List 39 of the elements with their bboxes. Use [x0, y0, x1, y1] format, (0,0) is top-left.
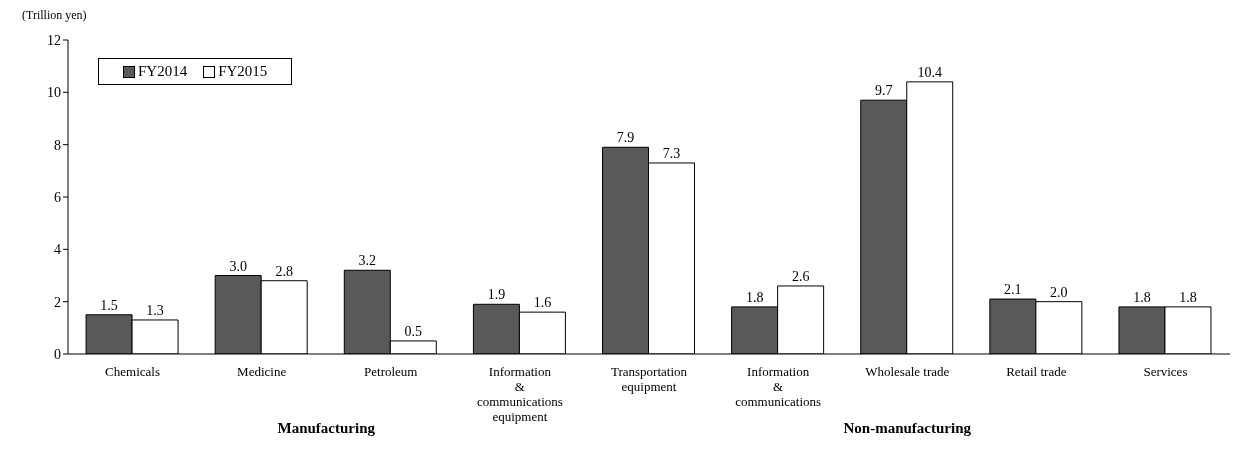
data-label: 1.5 [100, 297, 118, 313]
x-tick-label: Petroleum [364, 364, 418, 379]
data-label: 2.8 [275, 263, 293, 279]
y-tick-label: 6 [54, 189, 61, 205]
data-label: 3.2 [358, 253, 377, 269]
text: Non-manufacturing [843, 420, 971, 437]
data-label: 1.8 [1133, 289, 1151, 305]
x-tick-label: Chemicals [105, 364, 160, 379]
x-tick-label: Information & communications equipment [476, 364, 563, 424]
data-label: 1.6 [533, 295, 552, 311]
data-label: 7.3 [662, 145, 681, 161]
y-tick-label: 12 [47, 32, 61, 48]
x-tick-label: Services [1143, 364, 1188, 379]
legend-label: FY2015 [217, 63, 268, 80]
y-tick-label: 8 [54, 137, 61, 153]
y-tick-label: 4 [54, 242, 61, 258]
x-tick-label: Retail trade [1006, 364, 1067, 379]
x-tick-label: Transportation equipment [610, 364, 688, 394]
x-tick-label: Information & communications [735, 364, 822, 409]
x-tick-label: Wholesale trade [865, 364, 950, 379]
data-label: 1.8 [1179, 289, 1197, 305]
y-tick-label: 0 [54, 346, 61, 362]
data-label: 2.6 [791, 268, 810, 284]
x-tick-label: Medicine [237, 364, 287, 379]
y-tick-label: 2 [54, 294, 61, 310]
data-label: 1.3 [146, 302, 164, 318]
data-label: 10.4 [917, 64, 942, 80]
data-label: 1.9 [487, 287, 506, 303]
y-axis-title: (Trillion yen) [22, 8, 87, 23]
data-label: 1.8 [745, 289, 764, 305]
data-label: 2.0 [1050, 284, 1068, 300]
y-tick-label: 10 [47, 85, 61, 101]
data-label: 0.5 [404, 323, 423, 339]
data-label: 7.9 [616, 130, 635, 146]
text: Manufacturing [277, 420, 375, 437]
data-label: 3.0 [229, 258, 247, 274]
data-label: 2.1 [1004, 282, 1022, 298]
legend-label: FY2014 [137, 63, 188, 80]
data-label: 9.7 [874, 83, 893, 99]
